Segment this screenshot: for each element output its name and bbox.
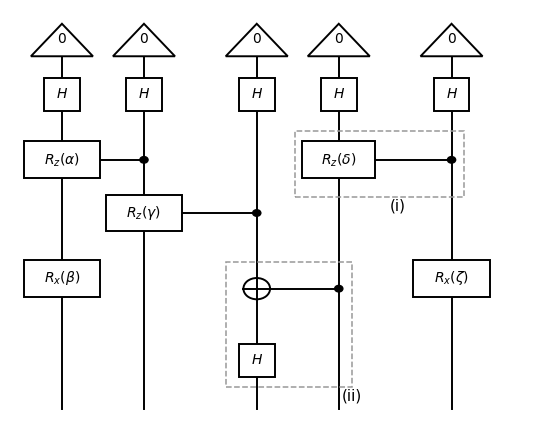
Bar bbox=[295, 131, 465, 197]
Bar bbox=[24, 141, 100, 178]
Text: (i): (i) bbox=[390, 199, 406, 214]
Text: $0$: $0$ bbox=[334, 32, 344, 46]
Circle shape bbox=[140, 157, 148, 163]
Circle shape bbox=[447, 157, 456, 163]
Bar bbox=[302, 141, 375, 178]
Bar bbox=[434, 78, 469, 111]
Text: $H$: $H$ bbox=[56, 87, 68, 101]
Bar bbox=[413, 260, 490, 297]
Text: $H$: $H$ bbox=[251, 353, 263, 367]
Text: $R_x(\beta)$: $R_x(\beta)$ bbox=[44, 269, 80, 288]
Circle shape bbox=[253, 210, 261, 216]
Bar bbox=[239, 78, 274, 111]
Text: $R_z(\gamma)$: $R_z(\gamma)$ bbox=[127, 204, 161, 222]
Polygon shape bbox=[31, 24, 93, 56]
Bar bbox=[106, 195, 182, 231]
Text: $H$: $H$ bbox=[251, 87, 263, 101]
Bar bbox=[239, 344, 274, 377]
Bar bbox=[226, 262, 351, 387]
Circle shape bbox=[335, 285, 343, 292]
Text: $0$: $0$ bbox=[57, 32, 67, 46]
Bar bbox=[126, 78, 162, 111]
Bar bbox=[321, 78, 357, 111]
Circle shape bbox=[244, 278, 270, 299]
Polygon shape bbox=[421, 24, 483, 56]
Text: $R_x(\zeta)$: $R_x(\zeta)$ bbox=[434, 269, 469, 288]
Text: $H$: $H$ bbox=[445, 87, 458, 101]
Text: $0$: $0$ bbox=[139, 32, 149, 46]
Text: $H$: $H$ bbox=[333, 87, 345, 101]
Polygon shape bbox=[113, 24, 175, 56]
Polygon shape bbox=[226, 24, 288, 56]
Text: (ii): (ii) bbox=[341, 389, 362, 404]
Text: $R_z(\alpha)$: $R_z(\alpha)$ bbox=[44, 151, 80, 169]
Text: $0$: $0$ bbox=[252, 32, 262, 46]
Text: $H$: $H$ bbox=[138, 87, 150, 101]
Text: $R_z(\delta)$: $R_z(\delta)$ bbox=[321, 151, 356, 169]
Polygon shape bbox=[308, 24, 370, 56]
Bar bbox=[44, 78, 80, 111]
Bar bbox=[24, 260, 100, 297]
Text: $0$: $0$ bbox=[446, 32, 457, 46]
